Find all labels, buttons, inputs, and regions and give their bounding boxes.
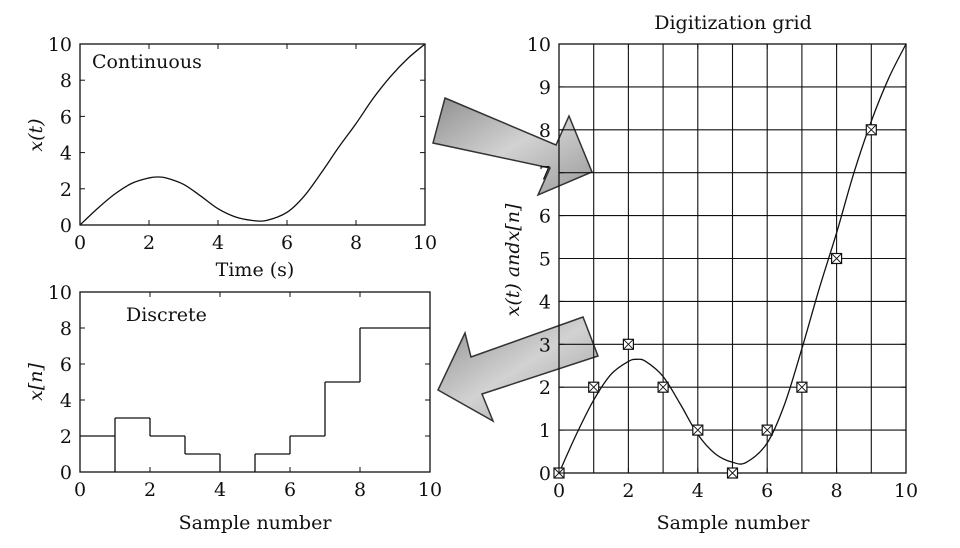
data-point: [761, 424, 773, 436]
x-tick-label: 2: [143, 232, 155, 254]
series-line: [79, 43, 426, 226]
plot-frame: [79, 43, 426, 226]
y-tick-label: 6: [60, 106, 72, 128]
y-tick-label: 6: [60, 354, 72, 376]
y-tick-label: 4: [60, 390, 72, 412]
y-axis-label: x(t) andx[n]: [502, 203, 524, 316]
marker-cross: [727, 467, 738, 479]
x-tick-label: 8: [354, 479, 366, 501]
y-tick-label: 7: [539, 163, 551, 185]
x-tick-label: 6: [281, 232, 293, 254]
x-axis-label: Time (s): [216, 259, 295, 281]
chart-title: Continuous: [92, 51, 202, 73]
x-tick-label: 4: [212, 232, 224, 254]
continuous-chart: Continuous Time (s) x(t) 0 2 4 6 8 10 0 2 4 6 8 10: [25, 34, 437, 281]
y-tick-label: 2: [539, 377, 551, 399]
y-tick-label: 3: [539, 334, 551, 356]
y-tick-label: 1: [539, 420, 551, 442]
x-tick-label: 10: [418, 479, 442, 501]
x-tick-label: 8: [831, 480, 843, 502]
x-tick-label: 0: [74, 232, 86, 254]
x-tick-label: 4: [692, 480, 704, 502]
x-tick-label: 0: [74, 479, 86, 501]
data-point: [657, 381, 669, 393]
chart-marks: [79, 43, 426, 226]
marker-cross: [623, 338, 634, 350]
x-tick-label: 6: [761, 480, 773, 502]
x-tick-label: 2: [144, 479, 156, 501]
x-axis-label: Sample number: [179, 512, 333, 534]
data-point: [726, 467, 739, 479]
data-point: [588, 381, 600, 393]
y-tick-label: 10: [48, 282, 72, 304]
marker-cross: [865, 124, 877, 136]
y-tick-label: 10: [527, 34, 551, 56]
y-tick-label: 0: [60, 462, 72, 484]
y-tick-label: 0: [539, 463, 551, 485]
marker-cross: [761, 424, 773, 436]
chart-title: Discrete: [126, 304, 207, 326]
y-tick-label: 8: [60, 70, 72, 92]
y-tick-label: 5: [539, 249, 551, 271]
digitization-chart: Digitization grid Sample number x(t) and…: [502, 12, 918, 534]
marker-cross: [831, 253, 842, 264]
y-tick-label: 10: [48, 34, 72, 56]
marker-cross: [657, 381, 669, 393]
y-tick-label: 2: [60, 426, 72, 448]
x-tick-label: 2: [622, 480, 634, 502]
data-point: [692, 424, 704, 436]
y-tick-label: 8: [539, 120, 551, 142]
y-tick-label: 4: [539, 291, 551, 313]
y-tick-label: 2: [60, 179, 72, 201]
data-point: [830, 252, 843, 265]
chart-marks: [553, 43, 907, 479]
chart-marks: [80, 327, 430, 472]
x-tick-label: 8: [350, 232, 362, 254]
y-axis-label: x[n]: [25, 363, 47, 401]
x-tick-label: 0: [553, 480, 565, 502]
x-tick-label: 6: [284, 479, 296, 501]
discrete-chart: Discrete Sample number x[n] 0 2 4 6 8 10 0 2 4 6 8…: [25, 282, 442, 534]
y-tick-label: 9: [539, 77, 551, 99]
marker-cross: [588, 381, 600, 393]
data-point: [796, 381, 808, 393]
x-axis-label: Sample number: [657, 512, 811, 534]
chart-title: Digitization grid: [654, 12, 812, 34]
arrow-right-icon: [432, 96, 593, 197]
marker-cross: [796, 381, 808, 393]
grid-lines: [559, 44, 906, 473]
y-tick-label: 0: [60, 215, 72, 237]
data-point: [622, 338, 635, 350]
y-tick-label: 6: [539, 206, 551, 228]
data-point: [865, 124, 877, 136]
series-line: [558, 43, 907, 474]
y-tick-label: 8: [60, 318, 72, 340]
y-axis-label: x(t): [25, 118, 47, 151]
y-tick-label: 4: [60, 143, 72, 165]
arrow-left-icon: [437, 316, 599, 423]
x-tick-label: 10: [413, 232, 437, 254]
x-tick-label: 10: [894, 480, 918, 502]
x-tick-label: 4: [214, 479, 226, 501]
marker-cross: [692, 424, 704, 436]
